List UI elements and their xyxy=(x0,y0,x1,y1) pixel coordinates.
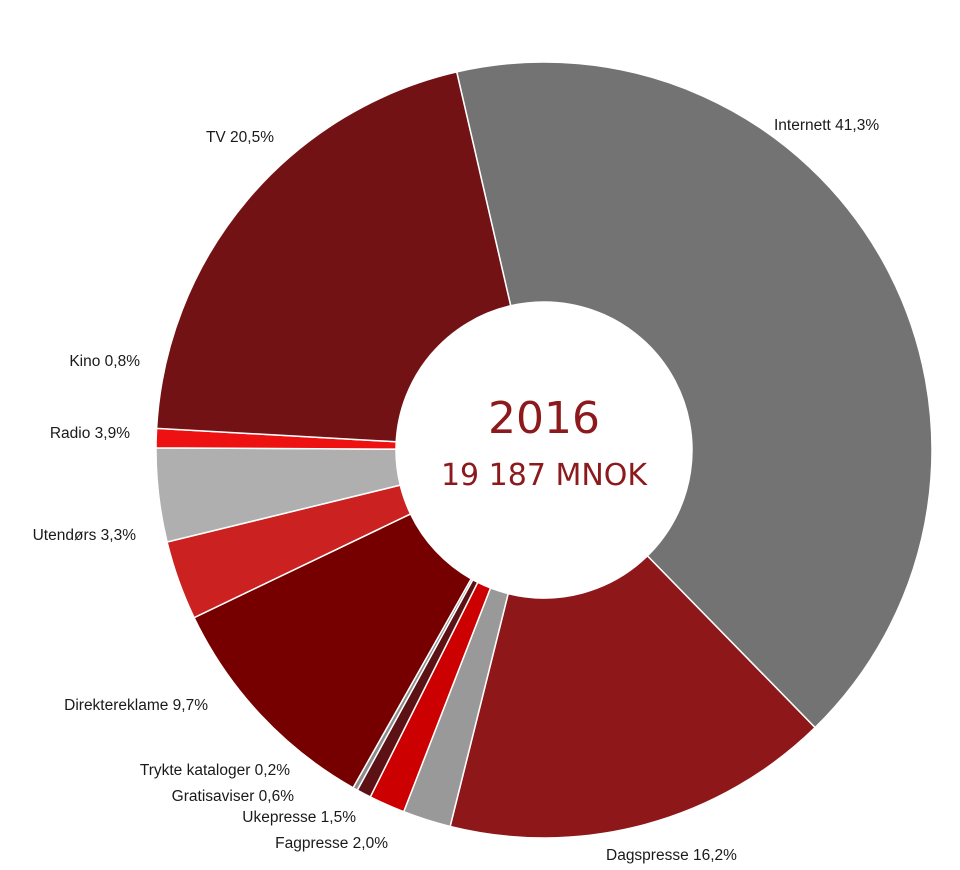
label-utendors: Utendørs 3,3% xyxy=(33,527,137,544)
label-tv: TV 20,5% xyxy=(206,129,274,146)
label-internett: Internett 41,3% xyxy=(774,117,879,134)
slice-labels: Internett 41,3% Dagspresse 16,2% Fagpres… xyxy=(33,117,880,864)
slice-dagspresse xyxy=(449,554,817,839)
label-radio: Radio 3,9% xyxy=(50,425,130,442)
donut-center: 2016 19 187 MNOK xyxy=(441,393,648,493)
slice-direktereklame xyxy=(193,512,473,789)
center-year: 2016 xyxy=(488,393,600,444)
donut-slices xyxy=(155,61,933,839)
label-fagpresse: Fagpresse 2,0% xyxy=(275,835,388,852)
slice-tv xyxy=(155,71,512,443)
slice-internett xyxy=(455,61,933,729)
label-ukepresse: Ukepresse 1,5% xyxy=(242,809,356,826)
label-dagspresse: Dagspresse 16,2% xyxy=(606,847,737,864)
label-gratisaviser: Gratisaviser 0,6% xyxy=(172,788,295,805)
center-total: 19 187 MNOK xyxy=(441,458,648,493)
label-kino: Kino 0,8% xyxy=(69,353,140,370)
label-trykte-kataloger: Trykte kataloger 0,2% xyxy=(140,762,290,779)
label-direktereklame: Direktereklame 9,7% xyxy=(64,697,208,714)
